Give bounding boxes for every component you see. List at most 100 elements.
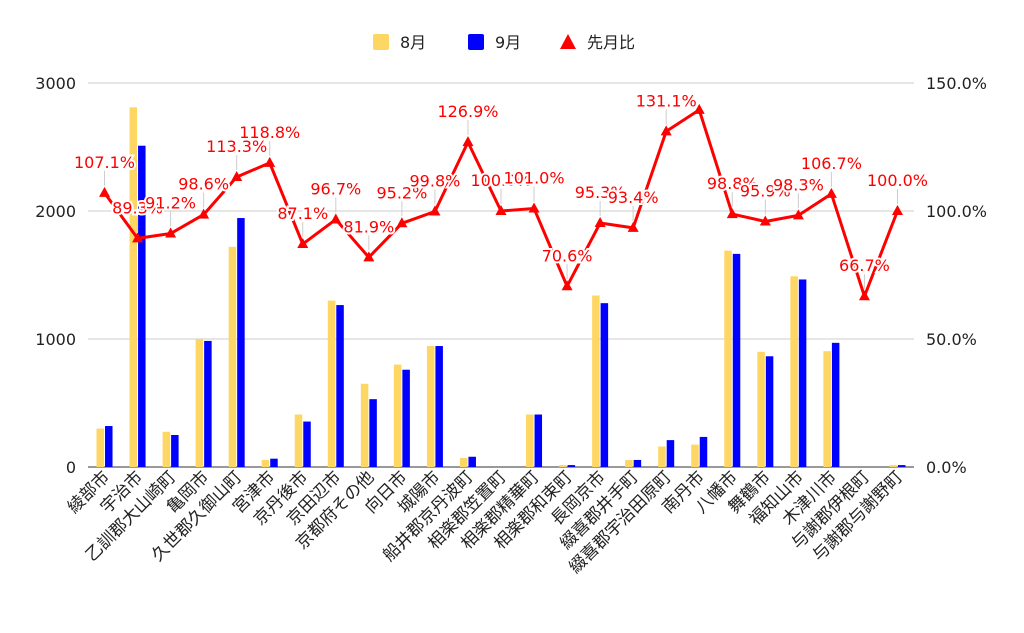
y-left-tick-label: 1000 — [35, 330, 76, 349]
line-point — [528, 202, 540, 213]
line-point — [231, 170, 243, 181]
bar-aug — [559, 465, 567, 467]
line-series — [99, 103, 903, 301]
line-point — [363, 251, 375, 262]
bar-sep — [534, 414, 543, 467]
data-label: 101.0% — [504, 168, 565, 187]
line-point — [792, 209, 804, 220]
bar-aug — [790, 276, 798, 467]
line-point — [594, 217, 606, 228]
data-labels: 107.1% 89.3%91.2%98.6% 113.3%118.8% 87.1% 96… — [72, 89, 930, 290]
bar-aug — [261, 459, 270, 467]
bar-sep — [633, 459, 642, 467]
y-left-tick-label: 2000 — [35, 202, 76, 221]
data-label: 98.8% — [707, 174, 758, 193]
bar-aug — [592, 295, 600, 467]
line-point — [858, 290, 870, 301]
line-point — [825, 187, 837, 198]
legend-label: 9月 — [495, 33, 521, 52]
line-point — [264, 156, 276, 167]
bar-aug — [393, 364, 402, 467]
legend-label: 先月比 — [587, 33, 635, 52]
data-label: 98.6% — [178, 175, 229, 194]
data-label: 100.0% — [470, 171, 531, 190]
bar-series — [96, 107, 906, 467]
bar-sep — [765, 356, 774, 467]
data-label: 126.9% — [437, 102, 498, 121]
bar-sep — [897, 465, 906, 467]
bar-sep — [303, 421, 311, 467]
line-point — [99, 186, 111, 197]
data-label: 91.2% — [145, 194, 196, 213]
legend-swatch — [373, 34, 389, 50]
bar-sep — [237, 218, 245, 467]
bar-sep — [666, 440, 675, 467]
data-label: 66.7% — [839, 256, 890, 275]
bar-sep — [468, 456, 476, 467]
y-right-tick-label: 50.0% — [926, 330, 977, 349]
data-label: 95.2% — [376, 183, 427, 202]
data-label: 99.8% — [410, 172, 461, 191]
line-point — [429, 205, 441, 216]
line-point — [396, 217, 408, 228]
y-axis-left: 0 1000 2000 3000 — [35, 74, 76, 477]
line-point — [726, 208, 738, 219]
bar-aug — [823, 351, 831, 467]
line-point — [330, 213, 342, 224]
bar-sep — [171, 435, 179, 467]
y-left-tick-label: 0 — [66, 458, 76, 477]
line-point — [462, 136, 474, 147]
bar-sep — [270, 458, 278, 467]
bar-aug — [724, 250, 732, 467]
legend-swatch — [560, 34, 576, 49]
bar-sep — [567, 465, 576, 467]
line-point — [891, 205, 903, 215]
data-label: 95.9% — [740, 181, 791, 200]
bar-aug — [228, 246, 237, 467]
line-point — [165, 227, 177, 238]
bar-aug — [195, 339, 204, 467]
line-point — [132, 232, 144, 243]
line-point — [297, 238, 309, 249]
y-right-tick-label: 150.0% — [926, 74, 987, 93]
data-label: 93.4% — [608, 188, 659, 207]
bar-aug — [625, 459, 633, 467]
data-label: 95.3% — [575, 183, 626, 202]
data-label: 106.7% — [801, 154, 862, 173]
bar-aug — [757, 351, 765, 467]
bar-sep — [204, 340, 212, 467]
data-label: 107.1% — [74, 153, 135, 172]
data-label: 100.0% — [867, 171, 928, 190]
bar-sep — [699, 436, 708, 467]
bar-sep — [732, 253, 741, 467]
bar-sep — [798, 279, 807, 467]
line-point — [759, 215, 771, 226]
legend-swatch — [468, 34, 484, 50]
data-label: 98.3% — [773, 175, 824, 194]
line-point — [561, 280, 573, 291]
bar-sep — [600, 303, 609, 467]
line-point — [495, 205, 507, 215]
bar-aug — [426, 346, 435, 467]
line-point — [627, 221, 639, 232]
bar-sep — [831, 342, 840, 467]
x-axis-categories: 綾部市宇治市乙訓郡大山崎町亀岡市久世郡久御山町宮津市京丹後市京田辺市京都府その他… — [64, 467, 907, 577]
bar-aug — [129, 107, 138, 467]
bar-aug — [526, 414, 534, 467]
bar-aug — [691, 444, 699, 467]
legend-label: 8月 — [400, 33, 426, 52]
bar-aug — [327, 300, 336, 467]
line-point — [693, 103, 705, 114]
bar-sep — [105, 426, 113, 467]
bar-aug — [658, 446, 666, 467]
line-point — [198, 208, 210, 219]
y-left-tick-label: 3000 — [35, 74, 76, 93]
y-axis-right: 0.0% 50.0% 100.0% 150.0% — [926, 74, 987, 477]
bar-aug — [162, 431, 171, 467]
bar-aug — [294, 414, 303, 467]
bar-sep — [138, 145, 146, 467]
bar-aug — [96, 428, 105, 467]
bar-aug — [459, 458, 468, 467]
data-label: 113.3% — [206, 137, 267, 156]
